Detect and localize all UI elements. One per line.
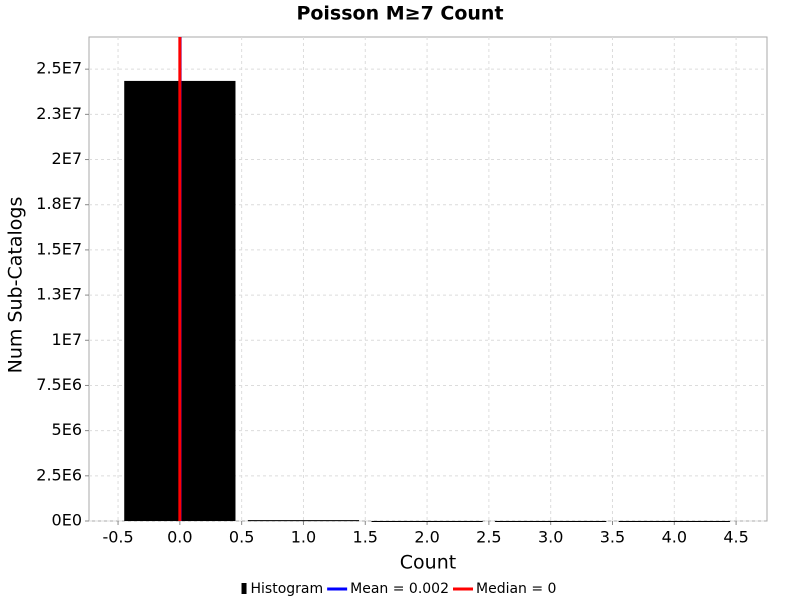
y-tick-label: 2E7 — [52, 149, 82, 168]
x-tick-label: 2.5 — [476, 528, 501, 547]
y-tick-label: 5E6 — [52, 420, 82, 439]
y-tick-label: 1.5E7 — [36, 239, 82, 258]
x-tick-label: 1.5 — [353, 528, 378, 547]
y-tick-label: 0E0 — [52, 511, 82, 530]
x-tick-label: 3.5 — [600, 528, 625, 547]
y-axis-label: Num Sub-Catalogs — [5, 197, 27, 374]
y-tick-label: 2.3E7 — [36, 104, 82, 123]
x-tick-label: 4.5 — [723, 528, 748, 547]
legend-label: Median = 0 — [476, 581, 556, 597]
y-tick-label: 1E7 — [52, 330, 82, 349]
histogram-bar — [618, 521, 730, 522]
y-tick-label: 1.8E7 — [36, 194, 82, 213]
chart-title: Poisson M≥7 Count — [296, 3, 503, 25]
legend-swatch — [241, 583, 247, 594]
legend-label: Histogram — [251, 581, 324, 597]
histogram-bar — [247, 520, 360, 522]
x-tick-label: 3.0 — [538, 528, 563, 547]
x-tick-label: 2.0 — [414, 528, 439, 547]
y-tick-label: 7.5E6 — [36, 375, 82, 394]
legend-label: Mean = 0.002 — [350, 581, 449, 597]
x-tick-label: 0.0 — [167, 528, 192, 547]
x-tick-label: 0.5 — [229, 528, 254, 547]
histogram-bar — [371, 521, 483, 522]
histogram-bar — [495, 521, 607, 522]
x-tick-label: 4.0 — [662, 528, 687, 547]
x-tick-label: -0.5 — [102, 528, 133, 547]
x-axis-label: Count — [400, 552, 456, 574]
y-tick-label: 2.5E6 — [36, 465, 82, 484]
y-tick-label: 1.3E7 — [36, 285, 82, 304]
y-tick-label: 2.5E7 — [36, 59, 82, 78]
x-tick-label: 1.0 — [291, 528, 316, 547]
